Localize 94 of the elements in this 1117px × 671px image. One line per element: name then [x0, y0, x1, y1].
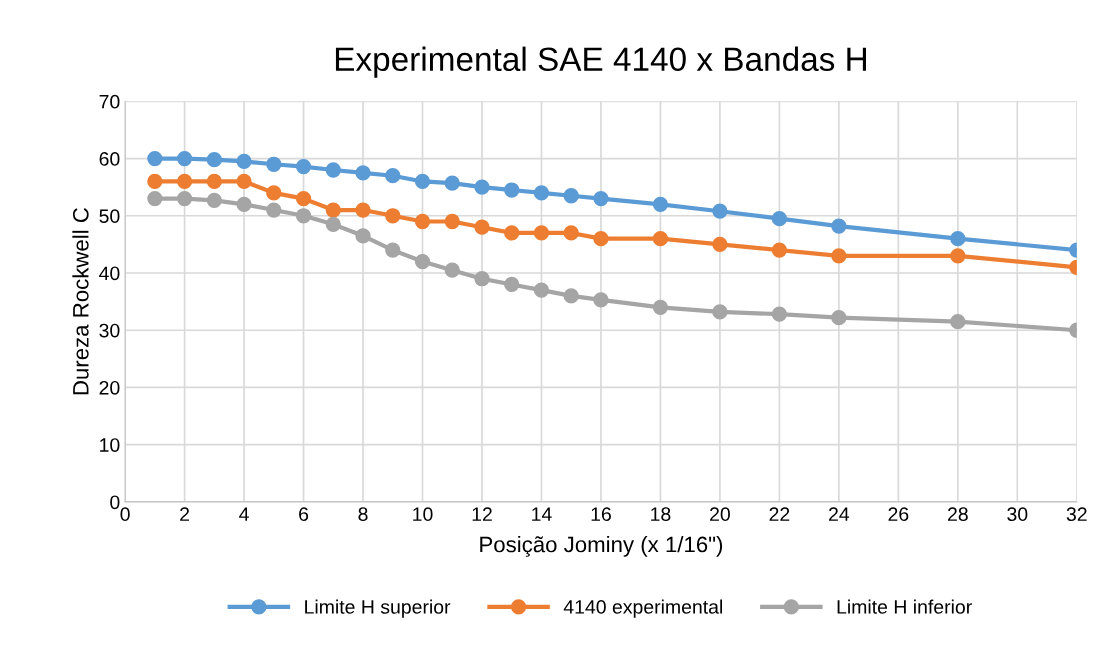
point — [206, 192, 222, 208]
point — [504, 276, 520, 293]
point — [533, 225, 550, 241]
y-axis-title: Dureza Rockwell C — [72, 207, 89, 395]
legend-label: Limite H inferior — [837, 599, 972, 614]
point — [504, 182, 520, 198]
point — [771, 210, 788, 227]
point — [176, 150, 193, 167]
x-tick-label: 2 — [180, 507, 190, 521]
y-tick-label: 30 — [99, 323, 120, 338]
point — [771, 306, 788, 322]
y-tick-label: 40 — [99, 266, 120, 281]
point — [593, 292, 609, 308]
point — [444, 213, 460, 230]
point — [266, 156, 282, 172]
point — [563, 288, 579, 304]
point — [652, 196, 669, 212]
point — [474, 271, 490, 287]
x-tick-label: 0 — [120, 507, 130, 522]
x-tick-label: 8 — [358, 507, 368, 522]
x-tick-label: 22 — [769, 507, 790, 521]
point — [414, 173, 431, 190]
point — [504, 225, 520, 241]
y-tick-label: 60 — [99, 152, 120, 166]
point — [563, 225, 579, 241]
point — [176, 173, 193, 190]
point — [236, 196, 252, 212]
point — [325, 216, 341, 232]
point — [444, 175, 460, 191]
x-tick-label: 20 — [710, 507, 730, 522]
point — [236, 153, 252, 170]
x-tick-label: 30 — [1007, 507, 1028, 522]
x-tick-label: 32 — [1066, 507, 1087, 522]
point — [325, 202, 341, 218]
point — [325, 162, 341, 178]
point — [385, 208, 401, 224]
x-tick-label: 26 — [888, 507, 909, 522]
point — [831, 218, 847, 234]
y-tick-label: 20 — [99, 380, 120, 395]
point — [831, 309, 847, 326]
y-tick-label: 70 — [99, 94, 120, 109]
point — [533, 282, 550, 298]
point — [295, 158, 312, 175]
point — [266, 202, 282, 218]
point — [266, 185, 282, 201]
legend-label: Limite H superior — [305, 599, 451, 618]
point — [414, 213, 431, 230]
point — [950, 248, 966, 264]
point — [355, 228, 371, 244]
point — [474, 219, 490, 235]
point — [563, 188, 579, 204]
point — [831, 248, 847, 264]
x-tick-label: 18 — [651, 507, 671, 522]
point — [712, 236, 728, 253]
x-tick-label: 14 — [532, 507, 552, 521]
point — [652, 299, 669, 315]
point — [385, 168, 401, 184]
x-tick-label: 16 — [591, 507, 611, 522]
x-tick-label: 12 — [472, 507, 492, 521]
x-tick-label: 28 — [947, 507, 968, 522]
chart-title: Experimental SAE 4140 x Bandas H — [335, 46, 866, 78]
point — [355, 202, 371, 218]
x-tick-label: 6 — [299, 507, 309, 522]
y-tick-label: 10 — [100, 438, 120, 452]
point — [385, 242, 401, 258]
point — [444, 262, 460, 278]
point — [236, 173, 252, 190]
point — [147, 150, 163, 167]
point — [593, 231, 609, 247]
point — [950, 314, 966, 330]
point — [176, 190, 193, 207]
point — [206, 152, 222, 168]
point — [652, 231, 669, 247]
legend-label: 4140 experimental — [563, 599, 722, 618]
point — [355, 165, 371, 181]
point — [206, 173, 222, 190]
point — [295, 208, 312, 224]
point — [950, 231, 966, 247]
point — [712, 304, 728, 320]
point — [771, 242, 788, 258]
point — [712, 203, 728, 219]
x-tick-label: 10 — [413, 507, 433, 522]
point — [147, 173, 163, 190]
x-axis-title: Posição Jominy (x 1/16") — [480, 536, 723, 557]
y-tick-label: 50 — [99, 209, 120, 224]
point — [474, 179, 490, 195]
point — [593, 190, 609, 207]
x-tick-label: 24 — [829, 507, 850, 521]
x-tick-label: 4 — [239, 507, 249, 521]
point — [147, 190, 163, 207]
y-tick-label: 0 — [110, 495, 120, 510]
point — [533, 185, 550, 201]
point — [414, 253, 431, 270]
point — [295, 190, 312, 207]
